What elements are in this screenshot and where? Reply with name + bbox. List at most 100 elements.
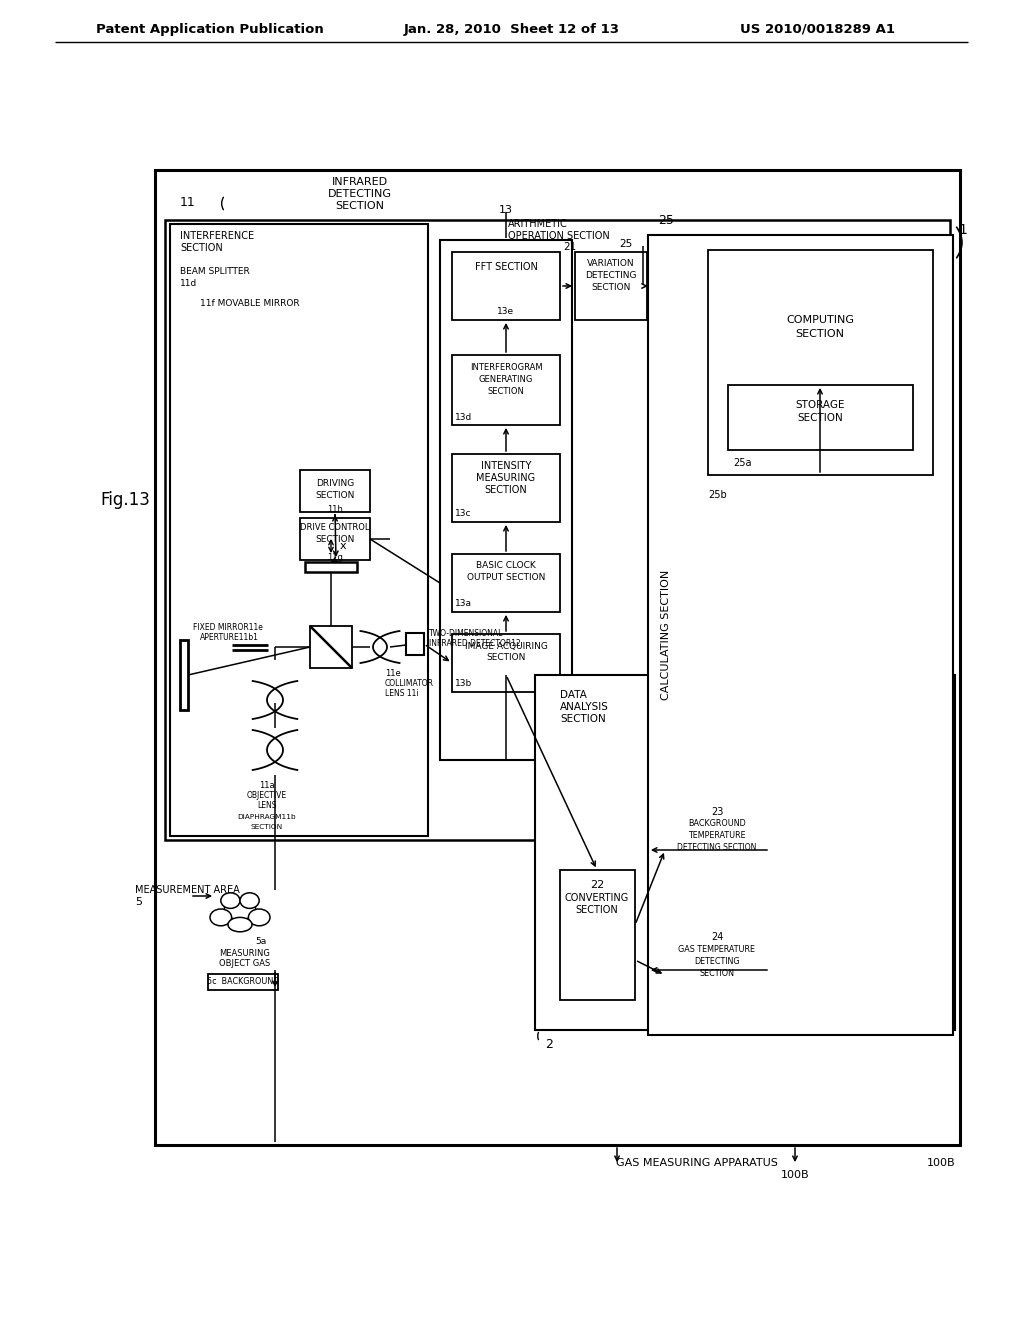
Text: 5: 5 xyxy=(135,898,142,907)
Text: Fig.13: Fig.13 xyxy=(100,491,150,510)
Bar xyxy=(535,675,955,1030)
Bar xyxy=(665,800,770,900)
Text: DETECTING SECTION: DETECTING SECTION xyxy=(677,843,757,853)
Ellipse shape xyxy=(224,898,256,920)
Text: 23: 23 xyxy=(711,807,723,817)
Text: 21: 21 xyxy=(563,242,577,252)
Bar xyxy=(165,220,950,840)
Bar xyxy=(155,170,961,1144)
Text: 11h: 11h xyxy=(327,506,343,515)
Text: 100B: 100B xyxy=(927,1158,955,1168)
Text: 11d: 11d xyxy=(180,280,198,289)
Text: IMAGE ACQUIRING: IMAGE ACQUIRING xyxy=(465,642,548,651)
Bar xyxy=(170,224,428,836)
Bar xyxy=(452,454,560,521)
Text: CALCULATING SECTION: CALCULATING SECTION xyxy=(662,570,671,700)
Text: INTERFEROGRAM: INTERFEROGRAM xyxy=(470,363,543,371)
Text: SECTION: SECTION xyxy=(486,653,525,663)
Text: 22: 22 xyxy=(590,880,604,890)
Text: ARITHMETIC: ARITHMETIC xyxy=(508,219,567,228)
Text: COMPUTING: COMPUTING xyxy=(786,315,854,325)
Bar xyxy=(208,974,278,990)
Text: DRIVE CONTROL: DRIVE CONTROL xyxy=(300,524,370,532)
Text: DRIVING: DRIVING xyxy=(315,479,354,487)
Text: VARIATION: VARIATION xyxy=(587,260,635,268)
Text: 25b: 25b xyxy=(708,490,727,500)
Text: 25: 25 xyxy=(620,239,633,249)
Text: US 2010/0018289 A1: US 2010/0018289 A1 xyxy=(740,22,896,36)
Bar xyxy=(305,562,357,572)
Text: SECTION: SECTION xyxy=(315,491,354,499)
Text: SECTION: SECTION xyxy=(336,201,384,211)
Text: 11f MOVABLE MIRROR: 11f MOVABLE MIRROR xyxy=(200,300,300,309)
Text: APERTURE11b1: APERTURE11b1 xyxy=(200,634,259,643)
Text: COLLIMATOR: COLLIMATOR xyxy=(385,680,434,689)
Bar xyxy=(452,252,560,319)
Text: INFRARED DETECTOR12: INFRARED DETECTOR12 xyxy=(429,639,521,648)
Text: DIAPHRAGM11b: DIAPHRAGM11b xyxy=(238,814,296,820)
Text: DETECTING: DETECTING xyxy=(694,957,739,965)
Text: 11: 11 xyxy=(180,195,196,209)
Text: 13: 13 xyxy=(499,205,513,215)
Text: 2: 2 xyxy=(545,1039,553,1052)
Text: 25a: 25a xyxy=(733,458,752,469)
Text: MEASURING: MEASURING xyxy=(219,949,270,957)
Text: SECTION: SECTION xyxy=(797,413,843,422)
Text: SECTION: SECTION xyxy=(315,536,354,544)
Text: 100B: 100B xyxy=(780,1170,809,1180)
Text: INTENSITY: INTENSITY xyxy=(481,461,531,471)
Text: 5c  BACKGROUND: 5c BACKGROUND xyxy=(207,978,280,986)
Bar xyxy=(708,249,933,475)
Text: GAS TEMPERATURE: GAS TEMPERATURE xyxy=(679,945,756,953)
Bar xyxy=(452,634,560,692)
Text: SECTION: SECTION xyxy=(484,484,527,495)
Text: 11a: 11a xyxy=(259,780,274,789)
Text: LENS 11i: LENS 11i xyxy=(385,689,419,698)
Text: LENS: LENS xyxy=(257,801,276,810)
Bar xyxy=(300,470,370,512)
Text: MEASURING: MEASURING xyxy=(476,473,536,483)
Text: STORAGE: STORAGE xyxy=(796,400,845,411)
Text: SECTION: SECTION xyxy=(487,387,524,396)
Text: BACKGROUND: BACKGROUND xyxy=(688,820,745,829)
Text: SECTION: SECTION xyxy=(560,714,606,723)
Text: TEMPERATURE: TEMPERATURE xyxy=(688,832,745,841)
Text: SECTION: SECTION xyxy=(796,329,845,339)
Text: 13a: 13a xyxy=(455,599,472,609)
Bar xyxy=(452,355,560,425)
Bar xyxy=(728,385,913,450)
Ellipse shape xyxy=(240,892,259,908)
Text: INFRARED: INFRARED xyxy=(332,177,388,187)
Text: FFT SECTION: FFT SECTION xyxy=(474,261,538,272)
Text: 5a: 5a xyxy=(255,937,266,946)
Bar xyxy=(440,240,572,760)
Text: MEASUREMENT AREA: MEASUREMENT AREA xyxy=(135,884,240,895)
Text: BASIC CLOCK: BASIC CLOCK xyxy=(476,561,536,570)
Text: DETECTING: DETECTING xyxy=(586,272,637,281)
Bar xyxy=(310,626,352,668)
Text: Patent Application Publication: Patent Application Publication xyxy=(96,22,324,36)
Text: 11e: 11e xyxy=(385,668,400,677)
Text: SECTION: SECTION xyxy=(251,824,283,830)
Text: Jan. 28, 2010  Sheet 12 of 13: Jan. 28, 2010 Sheet 12 of 13 xyxy=(404,22,620,36)
Bar xyxy=(575,252,647,319)
Text: SECTION: SECTION xyxy=(591,284,631,293)
Text: INTERFERENCE: INTERFERENCE xyxy=(180,231,254,242)
Bar xyxy=(300,517,370,560)
Text: FIXED MIRROR11e: FIXED MIRROR11e xyxy=(193,623,263,632)
Text: 24: 24 xyxy=(711,932,723,942)
Text: TWO-DIMENSIONAL: TWO-DIMENSIONAL xyxy=(429,628,504,638)
Text: OPERATION SECTION: OPERATION SECTION xyxy=(508,231,609,242)
Text: 13d: 13d xyxy=(455,412,472,421)
Text: BEAM SPLITTER: BEAM SPLITTER xyxy=(180,268,250,276)
Text: 13b: 13b xyxy=(455,680,472,689)
Text: GENERATING: GENERATING xyxy=(479,375,534,384)
Text: 1: 1 xyxy=(958,223,967,238)
Bar xyxy=(648,235,953,1035)
Ellipse shape xyxy=(228,917,252,932)
Text: SECTION: SECTION xyxy=(575,906,618,915)
Text: GAS MEASURING APPARATUS: GAS MEASURING APPARATUS xyxy=(616,1158,778,1168)
Text: 25: 25 xyxy=(658,214,674,227)
Text: OBJECTIVE: OBJECTIVE xyxy=(247,792,287,800)
Text: SECTION: SECTION xyxy=(180,243,223,253)
